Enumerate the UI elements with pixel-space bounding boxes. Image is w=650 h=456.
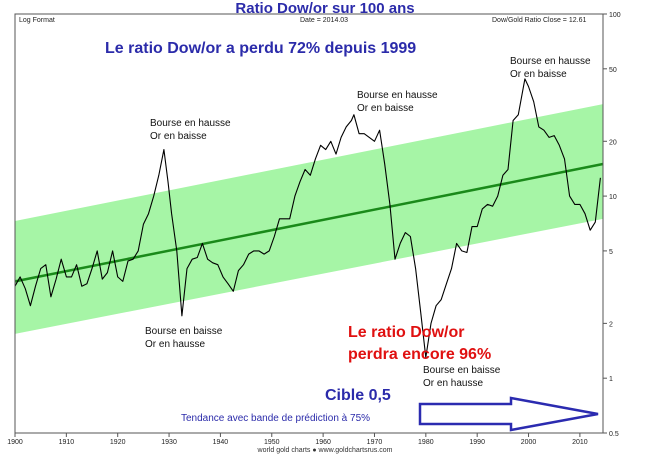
peak-1966-note: Bourse en hausse Or en baisse [357,89,438,115]
x-tick-label: 2010 [572,439,588,446]
x-tick-label: 1930 [161,439,177,446]
trend-line-layer [14,162,604,283]
footer-credit: world gold charts ● www.goldchartsrus.co… [257,447,393,454]
x-tick-label: 1950 [264,439,280,446]
x-tick-label: 1980 [418,439,434,446]
trough-1932-note: Bourse en baisse Or en hausse [145,325,222,351]
series-line-dow-gold-ratio [14,78,601,358]
trough-1932-line-1: Bourse en baisse [145,326,223,337]
y-tick-label: 20 [609,139,617,146]
peak-1999-line-2: Or en baisse [510,69,567,80]
y-tick-label: 2 [609,321,613,328]
y-tick-label: 50 [609,67,617,74]
plot-frame [14,13,604,434]
prediction-band-layer [15,104,603,334]
x-tick-label: 1910 [59,439,75,446]
chart-title: Ratio Dow/or sur 100 ans [235,0,415,17]
ratio-close-label: Dow/Gold Ratio Close = 12.61 [492,17,587,24]
trend-note: Tendance avec bande de prédiction à 75% [181,413,371,424]
trough-1932-line-2: Or en hausse [145,339,206,350]
date-label: Date = 2014.03 [300,17,349,24]
y-tick-label: 1 [609,376,613,383]
forecast-line-1: Le ratio Dow/or [348,324,465,341]
target-arrow [418,396,599,432]
trough-1980-line-2: Or en hausse [423,378,484,389]
peak-1999-note: Bourse en hausse Or en baisse [510,55,591,81]
x-tick-label: 1960 [315,439,331,446]
series-layer [14,78,601,358]
peak-1929-line-1: Bourse en hausse [150,118,231,129]
x-tick-label: 1940 [213,439,229,446]
peak-1929-line-2: Or en baisse [150,131,207,142]
x-tick-label: 1900 [7,439,23,446]
trough-1980-note: Bourse en baisse Or en hausse [423,364,500,390]
prediction-band [15,104,603,334]
trend-line [14,162,604,283]
y-tick-label: 100 [609,12,621,19]
x-tick-label: 2000 [521,439,537,446]
peak-1999-line-1: Bourse en hausse [510,56,591,67]
y-tick-label: 5 [609,249,613,256]
peak-1966-line-1: Bourse en hausse [357,90,438,101]
y-tick-label: 0.5 [609,431,619,438]
trough-1980-line-1: Bourse en baisse [423,365,501,376]
x-tick-label: 1970 [367,439,383,446]
peak-1929-note: Bourse en hausse Or en baisse [150,117,231,143]
target-annotation: Cible 0,5 [325,387,391,404]
x-axis: 1900 1910 1920 1930 1940 1950 1960 1970 1980 1990… [7,433,588,446]
forecast-line-2: perdra encore 96% [348,346,492,363]
y-tick-label: 10 [609,194,617,201]
forecast-annotation: Le ratio Dow/or perdra encore 96% [348,322,491,366]
headline-annotation: Le ratio Dow/or a perdu 72% depuis 1999 [105,40,417,57]
target-arrow-shape [418,396,599,432]
x-tick-label: 1990 [469,439,485,446]
y-axis: 100 50 20 10 5 2 1 0.5 [603,12,621,438]
x-tick-label: 1920 [110,439,126,446]
log-format-label: Log Format [19,17,55,24]
peak-1966-line-2: Or en baisse [357,103,414,114]
